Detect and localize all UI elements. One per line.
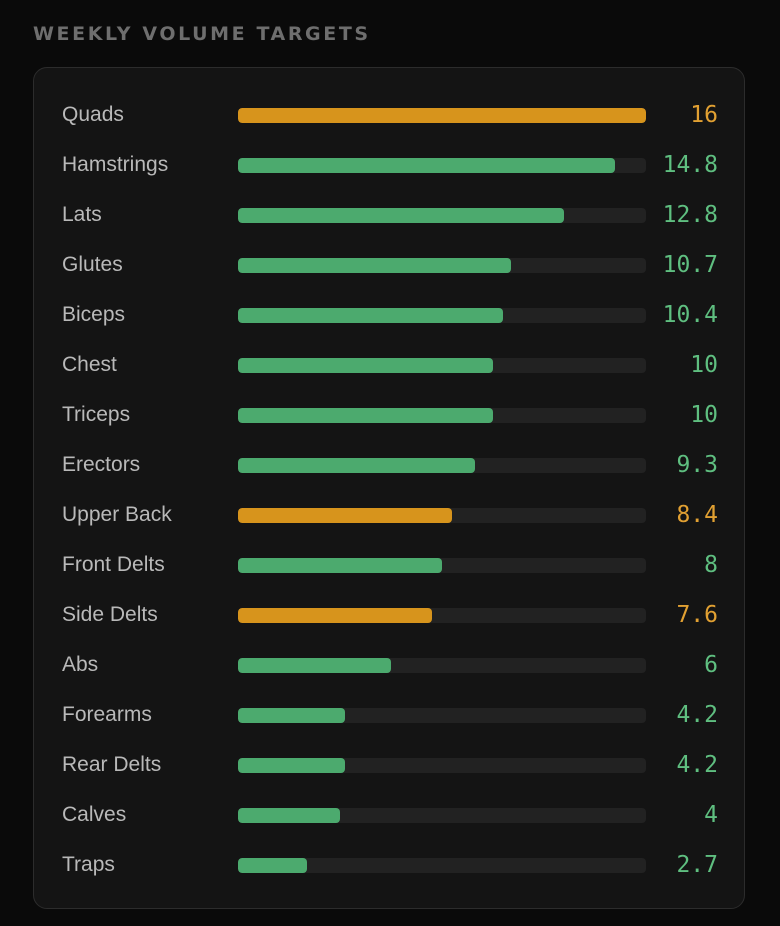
bar-track — [238, 458, 646, 473]
bar-track — [238, 358, 646, 373]
value-label: 10.4 — [662, 302, 718, 328]
bar-row: Front Delts 8 — [34, 540, 744, 590]
value-label: 7.6 — [676, 602, 718, 628]
bar-track — [238, 108, 646, 123]
category-label: Upper Back — [62, 503, 172, 526]
bar — [238, 558, 442, 573]
value-label: 2.7 — [676, 852, 718, 878]
bar-row: Forearms 4.2 — [34, 690, 744, 740]
bar-row: Calves 4 — [34, 790, 744, 840]
bar — [238, 258, 511, 273]
bar — [238, 458, 476, 473]
category-label: Rear Delts — [62, 753, 162, 776]
bar — [238, 858, 307, 873]
bar — [238, 158, 616, 173]
bar-row: Triceps 10 — [34, 390, 744, 440]
bar-row: Chest 10 — [34, 340, 744, 390]
category-label: Forearms — [62, 703, 152, 726]
bar-track — [238, 758, 646, 773]
bar-track — [238, 558, 646, 573]
bar — [238, 358, 493, 373]
value-label: 8 — [704, 552, 718, 578]
value-label: 16 — [690, 102, 718, 128]
value-label: 6 — [704, 652, 718, 678]
bar — [238, 658, 391, 673]
value-label: 14.8 — [662, 152, 718, 178]
bar — [238, 408, 493, 423]
category-label: Calves — [62, 803, 127, 826]
bar-row: Upper Back 8.4 — [34, 490, 744, 540]
bar-track — [238, 808, 646, 823]
bar-row: Hamstrings 14.8 — [34, 140, 744, 190]
bar-row: Lats 12.8 — [34, 190, 744, 240]
bar-track — [238, 858, 646, 873]
bar — [238, 508, 453, 523]
bar-track — [238, 158, 646, 173]
value-label: 10.7 — [662, 252, 718, 278]
value-label: 4.2 — [676, 752, 718, 778]
bar-track — [238, 708, 646, 723]
section-title: WEEKLY VOLUME TARGETS — [33, 23, 371, 45]
category-label: Lats — [62, 203, 102, 226]
category-label: Chest — [62, 353, 117, 376]
bar — [238, 708, 346, 723]
bar-track — [238, 258, 646, 273]
bar-row: Quads 16 — [34, 90, 744, 140]
volume-targets-chart: Quads 16 Hamstrings 14.8 Lats 12.8 Glutes 10.7 B… — [33, 67, 745, 909]
bar-track — [238, 608, 646, 623]
bar-row: Side Delts 7.6 — [34, 590, 744, 640]
bar — [238, 108, 646, 123]
value-label: 4.2 — [676, 702, 718, 728]
value-label: 9.3 — [676, 452, 718, 478]
bar — [238, 308, 504, 323]
category-label: Abs — [62, 653, 99, 676]
category-label: Erectors — [62, 453, 141, 476]
bar — [238, 808, 340, 823]
category-label: Front Delts — [62, 553, 165, 576]
category-label: Traps — [62, 853, 115, 876]
bar — [238, 208, 565, 223]
bar-row: Glutes 10.7 — [34, 240, 744, 290]
bar-track — [238, 208, 646, 223]
value-label: 4 — [704, 802, 718, 828]
bar-row: Rear Delts 4.2 — [34, 740, 744, 790]
bar-row: Abs 6 — [34, 640, 744, 690]
category-label: Triceps — [62, 403, 131, 426]
category-label: Side Delts — [62, 603, 158, 626]
category-label: Hamstrings — [62, 153, 169, 176]
bar-row: Traps 2.7 — [34, 840, 744, 890]
bar — [238, 608, 432, 623]
bar-row: Biceps 10.4 — [34, 290, 744, 340]
value-label: 10 — [690, 402, 718, 428]
category-label: Quads — [62, 103, 124, 126]
value-label: 12.8 — [662, 202, 718, 228]
value-label: 10 — [690, 352, 718, 378]
bar-track — [238, 508, 646, 523]
category-label: Glutes — [62, 253, 123, 276]
value-label: 8.4 — [676, 502, 718, 528]
bar — [238, 758, 346, 773]
category-label: Biceps — [62, 303, 126, 326]
bar-track — [238, 658, 646, 673]
bar-track — [238, 308, 646, 323]
bar-row: Erectors 9.3 — [34, 440, 744, 490]
bar-track — [238, 408, 646, 423]
